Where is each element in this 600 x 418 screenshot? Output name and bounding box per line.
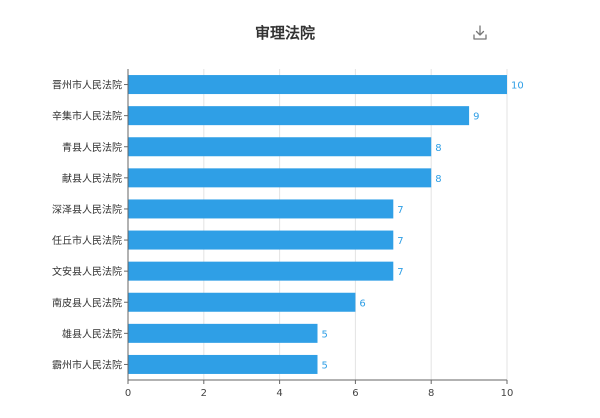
category-label: 青县人民法院 [62,141,122,154]
x-tick-label: 2 [201,388,207,399]
x-tick-label: 10 [501,388,514,399]
bar [128,230,394,250]
x-tick-label: 0 [125,388,131,399]
bar [128,168,432,188]
value-label: 5 [322,329,328,340]
category-label: 辛集市人民法院 [52,110,122,123]
bar [128,261,394,281]
x-tick-label: 8 [428,388,434,399]
category-label: 献县人民法院 [62,172,122,185]
category-label: 南皮县人民法院 [52,296,122,309]
value-label: 9 [473,112,479,123]
chart-title: 审理法院 [254,24,315,42]
category-label: 霸州市人民法院 [52,358,122,371]
bar [128,106,470,126]
download-icon[interactable] [471,24,489,42]
x-tick-label: 6 [352,388,358,399]
bar [128,323,318,343]
category-label: 任丘市人民法院 [52,234,122,247]
x-tick-label: 4 [276,388,282,399]
category-label: 文安县人民法院 [52,265,122,278]
value-label: 7 [397,205,403,216]
bar [128,199,394,219]
axes: 0 2 4 6 8 10 晋州市人民法院辛集市人民法院青县人民法院献县人民法院深泽县人民法院… [52,69,513,399]
bar [128,292,356,312]
value-label: 7 [397,236,403,247]
category-label: 深泽县人民法院 [52,203,122,216]
value-label: 8 [435,143,441,154]
bar [128,354,318,374]
bars: 10 9 8 8 7 7 7 6 5 5 [128,75,524,374]
value-label: 5 [322,360,328,371]
value-label: 8 [435,174,441,185]
bar [128,137,432,157]
value-label: 7 [397,267,403,278]
category-label: 晋州市人民法院 [52,79,122,92]
bar [128,75,507,95]
category-label: 雄县人民法院 [62,327,122,340]
value-label: 10 [511,81,524,92]
value-label: 6 [359,298,365,309]
